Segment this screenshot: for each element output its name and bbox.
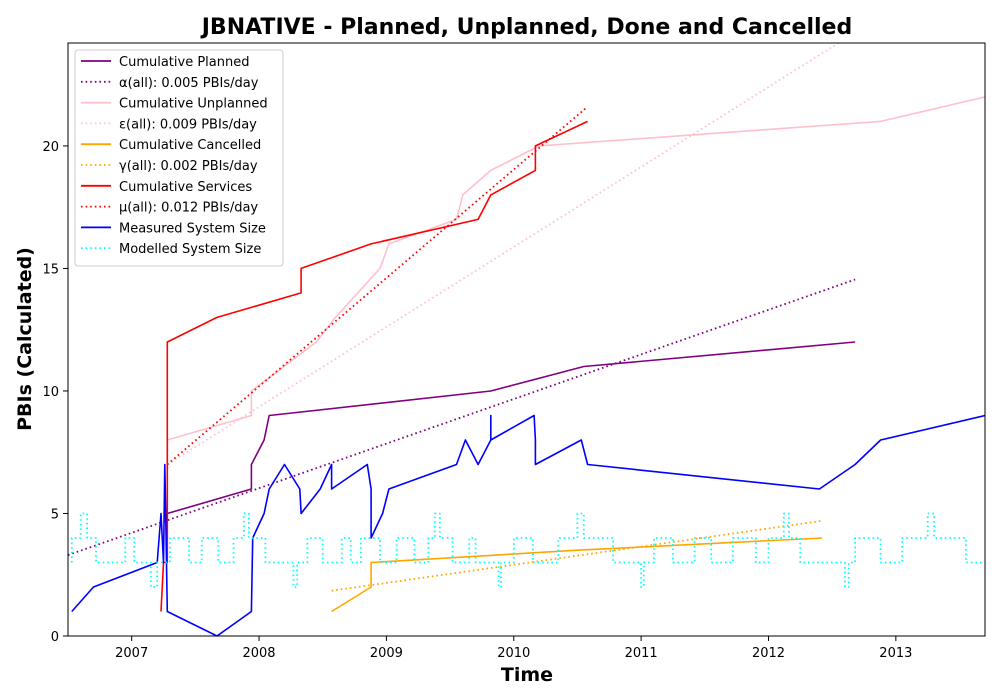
- series-line-0: [167, 341, 856, 515]
- y-tick-label: 5: [51, 507, 59, 522]
- x-tick-label: 2008: [242, 646, 275, 661]
- legend-label-0: Cumulative Planned: [119, 55, 249, 70]
- legend-label-6: Cumulative Services: [119, 180, 252, 195]
- y-tick-label: 0: [51, 630, 59, 645]
- x-tick-label: 2007: [115, 646, 148, 661]
- series-line-2: [166, 96, 985, 465]
- legend-label-2: Cumulative Unplanned: [119, 97, 268, 112]
- legend-label-5: γ(all): 0.002 PBIs/day: [119, 159, 258, 174]
- y-axis-label: PBIs (Calculated): [14, 247, 36, 431]
- legend: Cumulative Planned α(all): 0.005 PBIs/day…: [74, 49, 284, 267]
- legend-label-8: Measured System Size: [119, 221, 266, 236]
- plot-area: [68, 43, 985, 636]
- x-tick-label: 2013: [879, 646, 912, 661]
- legend-label-1: α(all): 0.005 PBIs/day: [119, 76, 259, 91]
- y-tick-label: 15: [42, 262, 59, 277]
- series-line-1: [68, 278, 856, 556]
- x-tick-label: 2012: [752, 646, 785, 661]
- x-tick-label: 2009: [370, 646, 403, 661]
- legend-label-7: μ(all): 0.012 PBIs/day: [119, 201, 258, 216]
- legend-label-9: Modelled System Size: [119, 242, 261, 257]
- x-tick-label: 2011: [625, 646, 658, 661]
- chart-title: JBNATIVE - Planned, Unplanned, Done and …: [200, 15, 852, 40]
- y-tick-label: 10: [42, 385, 59, 400]
- x-axis-label: Time: [501, 664, 553, 686]
- y-tick-label: 20: [42, 140, 59, 155]
- x-tick-label: 2010: [497, 646, 530, 661]
- series-group: [68, 43, 985, 636]
- legend-label-4: Cumulative Cancelled: [119, 138, 261, 153]
- series-line-4: [331, 537, 823, 613]
- series-line-3: [166, 43, 839, 466]
- axes-frame: [67, 42, 986, 637]
- axes: 2007 2008 2009 2010 2011 2012 2013 0 5 10 15 20: [42, 42, 986, 661]
- legend-box: [74, 49, 284, 267]
- series-line-9: [70, 512, 985, 588]
- legend-label-3: ε(all): 0.009 PBIs/day: [119, 117, 257, 132]
